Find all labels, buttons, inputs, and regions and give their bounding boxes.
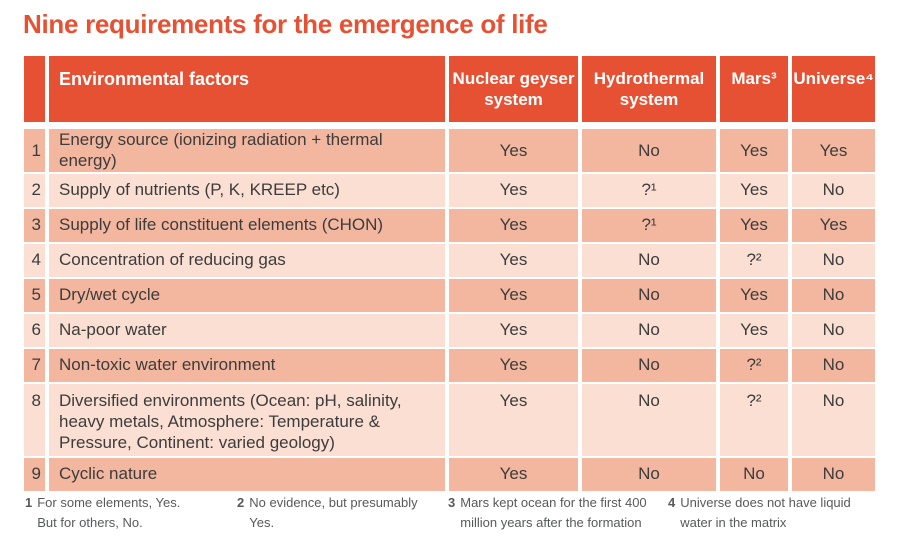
header-environmental-factors: Environmental factors bbox=[49, 56, 445, 122]
footnotes: 1 For some elements, Yes. But for others… bbox=[25, 493, 873, 532]
value-cell-universe: No bbox=[792, 243, 875, 277]
value-cell-hydrothermal: No bbox=[582, 278, 716, 312]
row-number: 5 bbox=[24, 278, 45, 312]
value-cell-mars: ?² bbox=[720, 383, 788, 456]
value-cell-nuclear: Yes bbox=[449, 457, 578, 491]
factor-cell: Energy source (ionizing radiation + ther… bbox=[49, 129, 445, 172]
factor-cell: Dry/wet cycle bbox=[49, 278, 445, 312]
value-cell-universe: No bbox=[792, 348, 875, 382]
value-cell-mars: Yes bbox=[720, 208, 788, 242]
value-cell-mars: ?² bbox=[720, 243, 788, 277]
value-cell-nuclear: Yes bbox=[449, 243, 578, 277]
row-number: 4 bbox=[24, 243, 45, 277]
value-cell-nuclear: Yes bbox=[449, 173, 578, 207]
value-cell-hydrothermal: No bbox=[582, 129, 716, 172]
table-row: 1 Energy source (ionizing radiation + th… bbox=[24, 129, 875, 172]
footnote-text: For some elements, Yes. But for others, … bbox=[37, 495, 181, 530]
value-cell-universe: No bbox=[792, 313, 875, 347]
value-cell-hydrothermal: No bbox=[582, 348, 716, 382]
table-row: 8 Diversified environments (Ocean: pH, s… bbox=[24, 383, 875, 456]
requirements-table: Environmental factors Nuclear geyser sys… bbox=[24, 56, 875, 493]
row-number: 9 bbox=[24, 457, 45, 491]
value-cell-hydrothermal: ?¹ bbox=[582, 173, 716, 207]
table-row: 4 Concentration of reducing gas Yes No ?… bbox=[24, 243, 875, 277]
table-row: 2 Supply of nutrients (P, K, KREEP etc) … bbox=[24, 173, 875, 207]
footnote-text: Universe does not have liquid water in t… bbox=[680, 495, 851, 530]
footnote-1: 1 For some elements, Yes. But for others… bbox=[25, 493, 237, 532]
factor-cell: Na-poor water bbox=[49, 313, 445, 347]
table-body: 1 Energy source (ionizing radiation + th… bbox=[24, 129, 875, 491]
value-cell-hydrothermal: No bbox=[582, 383, 716, 456]
value-cell-universe: No bbox=[792, 278, 875, 312]
value-cell-hydrothermal: No bbox=[582, 457, 716, 491]
header-number-spacer bbox=[24, 56, 45, 122]
value-cell-universe: No bbox=[792, 173, 875, 207]
value-cell-nuclear: Yes bbox=[449, 278, 578, 312]
value-cell-nuclear: Yes bbox=[449, 313, 578, 347]
value-cell-mars: No bbox=[720, 457, 788, 491]
header-mars: Mars³ bbox=[720, 56, 788, 122]
table-row: 5 Dry/wet cycle Yes No Yes No bbox=[24, 278, 875, 312]
value-cell-mars: ?² bbox=[720, 348, 788, 382]
table-row: 6 Na-poor water Yes No Yes No bbox=[24, 313, 875, 347]
factor-cell: Concentration of reducing gas bbox=[49, 243, 445, 277]
factor-cell: Supply of nutrients (P, K, KREEP etc) bbox=[49, 173, 445, 207]
footnote-2: 2 No evidence, but presumably Yes. bbox=[237, 493, 448, 532]
table-header-row: Environmental factors Nuclear geyser sys… bbox=[24, 56, 875, 122]
row-number: 8 bbox=[24, 383, 45, 456]
value-cell-nuclear: Yes bbox=[449, 129, 578, 172]
table-row: 7 Non-toxic water environment Yes No ?² … bbox=[24, 348, 875, 382]
header-hydrothermal-system: Hydrothermal system bbox=[582, 56, 716, 122]
value-cell-mars: Yes bbox=[720, 129, 788, 172]
footnote-4: 4 Universe does not have liquid water in… bbox=[668, 493, 873, 532]
value-cell-nuclear: Yes bbox=[449, 383, 578, 456]
header-nuclear-geyser-system: Nuclear geyser system bbox=[449, 56, 578, 122]
page-title: Nine requirements for the emergence of l… bbox=[23, 9, 548, 39]
value-cell-mars: Yes bbox=[720, 173, 788, 207]
row-number: 7 bbox=[24, 348, 45, 382]
row-number: 2 bbox=[24, 173, 45, 207]
factor-cell: Diversified environments (Ocean: pH, sal… bbox=[49, 383, 445, 456]
factor-cell: Non-toxic water environment bbox=[49, 348, 445, 382]
factor-cell: Supply of life constituent elements (CHO… bbox=[49, 208, 445, 242]
footnote-text: Mars kept ocean for the first 400 millio… bbox=[460, 495, 647, 530]
table-row: 3 Supply of life constituent elements (C… bbox=[24, 208, 875, 242]
value-cell-nuclear: Yes bbox=[449, 348, 578, 382]
value-cell-hydrothermal: No bbox=[582, 313, 716, 347]
footnote-text: No evidence, but presumably Yes. bbox=[249, 495, 418, 530]
value-cell-hydrothermal: No bbox=[582, 243, 716, 277]
footnote-3: 3 Mars kept ocean for the first 400 mill… bbox=[448, 493, 668, 532]
value-cell-universe: No bbox=[792, 383, 875, 456]
footnote-number: 2 bbox=[237, 495, 245, 510]
footnote-number: 3 bbox=[448, 495, 456, 510]
value-cell-universe: No bbox=[792, 457, 875, 491]
row-number: 1 bbox=[24, 129, 45, 172]
value-cell-universe: Yes bbox=[792, 129, 875, 172]
value-cell-nuclear: Yes bbox=[449, 208, 578, 242]
row-number: 6 bbox=[24, 313, 45, 347]
row-number: 3 bbox=[24, 208, 45, 242]
value-cell-universe: Yes bbox=[792, 208, 875, 242]
factor-cell: Cyclic nature bbox=[49, 457, 445, 491]
value-cell-hydrothermal: ?¹ bbox=[582, 208, 716, 242]
value-cell-mars: Yes bbox=[720, 313, 788, 347]
value-cell-mars: Yes bbox=[720, 278, 788, 312]
footnote-number: 1 bbox=[25, 495, 33, 510]
footnote-number: 4 bbox=[668, 495, 676, 510]
header-universe: Universe⁴ bbox=[792, 56, 875, 122]
table-row: 9 Cyclic nature Yes No No No bbox=[24, 457, 875, 491]
